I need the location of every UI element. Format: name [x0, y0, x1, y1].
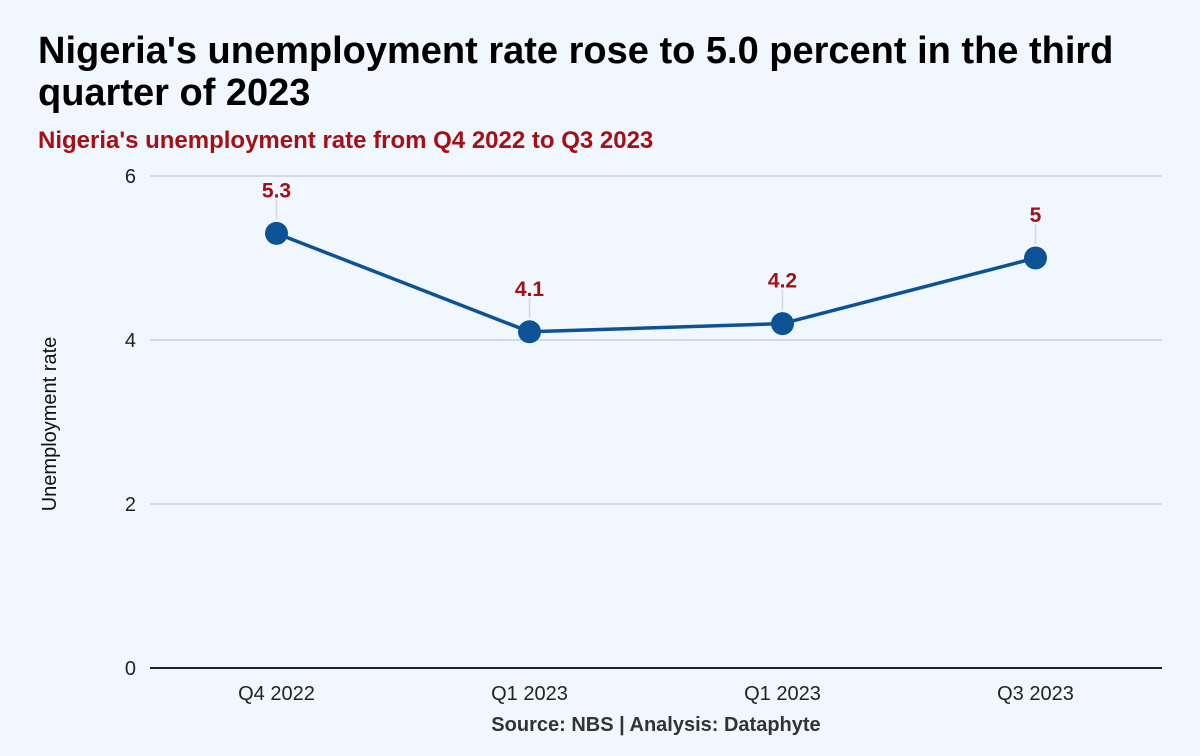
y-tick-label: 0 — [125, 658, 136, 680]
x-tick-label: Q1 2023 — [744, 683, 821, 705]
data-point — [518, 320, 541, 344]
data-label: 4.2 — [768, 270, 797, 293]
x-tick-label: Q4 2022 — [238, 683, 315, 705]
x-tick-label: Q1 2023 — [491, 683, 568, 705]
chart-subtitle: Nigeria's unemployment rate from Q4 2022… — [38, 127, 654, 154]
data-label: 5 — [1030, 204, 1042, 227]
y-tick-label: 6 — [125, 166, 136, 188]
data-point — [771, 312, 794, 336]
y-tick-label: 2 — [125, 494, 136, 516]
series-line — [274, 231, 1038, 334]
chart-title: Nigeria's unemployment rate rose to 5.0 … — [38, 30, 1114, 114]
data-point — [265, 221, 288, 245]
data-point — [1024, 246, 1047, 270]
source-row: Source: NBS | Analysis: Dataphyte — [0, 714, 1200, 737]
y-axis-title: Unemployment rate — [39, 337, 61, 512]
x-tick-label: Q3 2023 — [997, 683, 1074, 705]
source-note: Source: NBS | Analysis: Dataphyte — [491, 714, 821, 736]
y-tick-label: 4 — [125, 330, 136, 352]
data-label: 4.1 — [515, 278, 545, 301]
data-label: 5.3 — [262, 179, 291, 202]
